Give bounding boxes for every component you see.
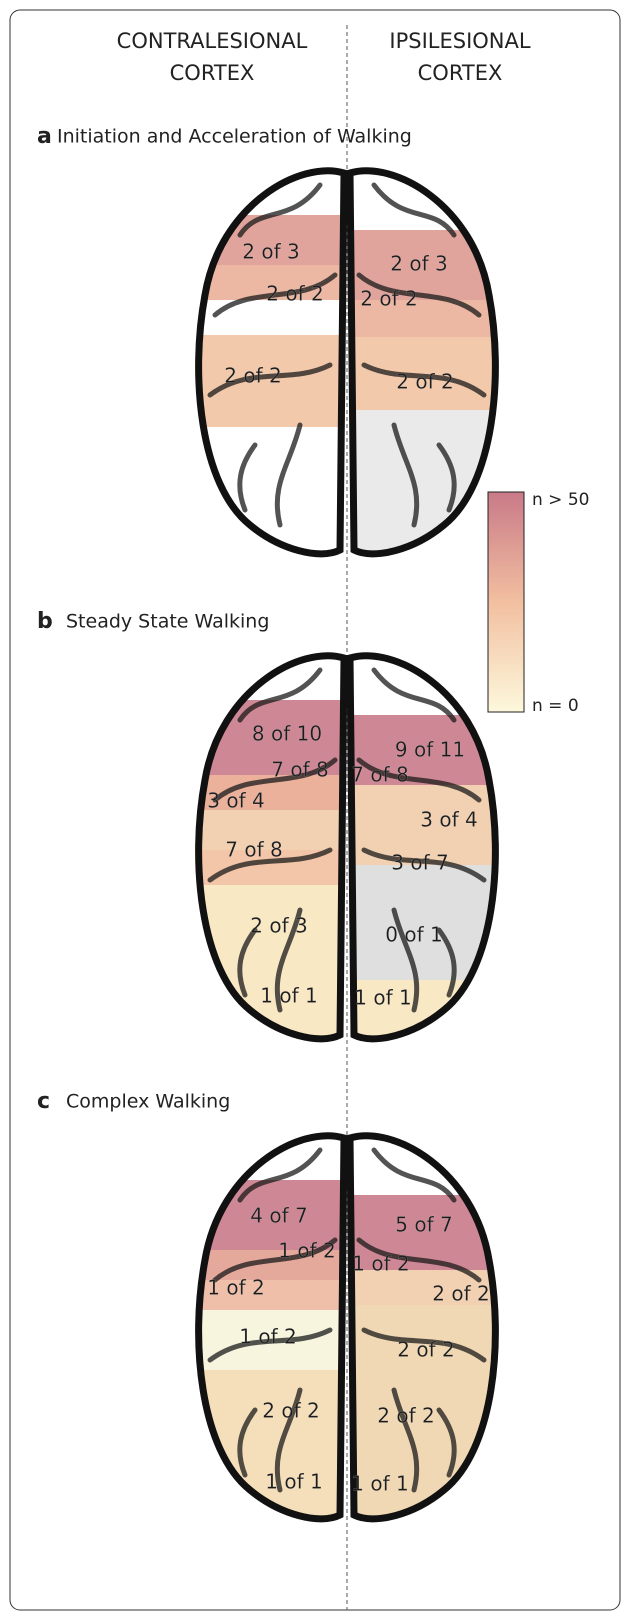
column-header: IPSILESIONAL: [389, 29, 530, 53]
region-label: 1 of 2: [207, 1276, 264, 1300]
region-label: 2 of 2: [397, 1338, 454, 1362]
region-label: 2 of 2: [396, 370, 453, 394]
panel-title: Complex Walking: [66, 1091, 230, 1113]
region-label: 1 of 1: [351, 1472, 408, 1496]
legend-bar: [488, 492, 524, 712]
region-label: 3 of 7: [391, 851, 448, 875]
region-label: 1 of 2: [278, 1239, 335, 1263]
column-header: CORTEX: [418, 61, 503, 85]
region-label: 0 of 1: [385, 923, 442, 947]
column-header: CONTRALESIONAL: [117, 29, 308, 53]
region-label: 2 of 2: [262, 1399, 319, 1423]
column-header: CORTEX: [170, 61, 255, 85]
region-label: 7 of 8: [225, 838, 282, 862]
region-label: 2 of 3: [242, 240, 299, 264]
panel-letter: b: [37, 609, 53, 634]
region-label: 8 of 10: [252, 722, 322, 746]
region-label: 1 of 1: [354, 986, 411, 1010]
panel-title: Initiation and Acceleration of Walking: [57, 126, 412, 148]
region-label: 3 of 4: [420, 808, 477, 832]
region-label: 2 of 2: [377, 1404, 434, 1428]
region-label: 2 of 3: [250, 914, 307, 938]
legend-label: n = 0: [532, 696, 579, 716]
region-label: 2 of 2: [360, 287, 417, 311]
region-label: 4 of 7: [250, 1204, 307, 1228]
figure: CONTRALESIONAL CORTEX IPSILESIONAL CORTE…: [0, 0, 630, 1621]
panel-letter: a: [37, 124, 52, 149]
region-label: 5 of 7: [395, 1213, 452, 1237]
region-label: 2 of 2: [266, 282, 323, 306]
panel-letter: c: [37, 1089, 50, 1114]
region-label: 2 of 3: [390, 252, 447, 276]
region-label: 2 of 2: [224, 364, 281, 388]
region-label: 1 of 2: [239, 1325, 296, 1349]
region-label: 1 of 1: [265, 1470, 322, 1494]
region-label: 9 of 11: [395, 738, 465, 762]
panel-title: Steady State Walking: [66, 611, 269, 633]
region-label: 2 of 2: [432, 1282, 489, 1306]
region-label: 1 of 2: [352, 1252, 409, 1276]
legend-label: n > 50: [532, 490, 589, 510]
region-label: 1 of 1: [260, 984, 317, 1008]
region-label: 7 of 8: [271, 758, 328, 782]
region-label: 3 of 4: [207, 789, 264, 813]
region-label: 7 of 8: [351, 763, 408, 787]
